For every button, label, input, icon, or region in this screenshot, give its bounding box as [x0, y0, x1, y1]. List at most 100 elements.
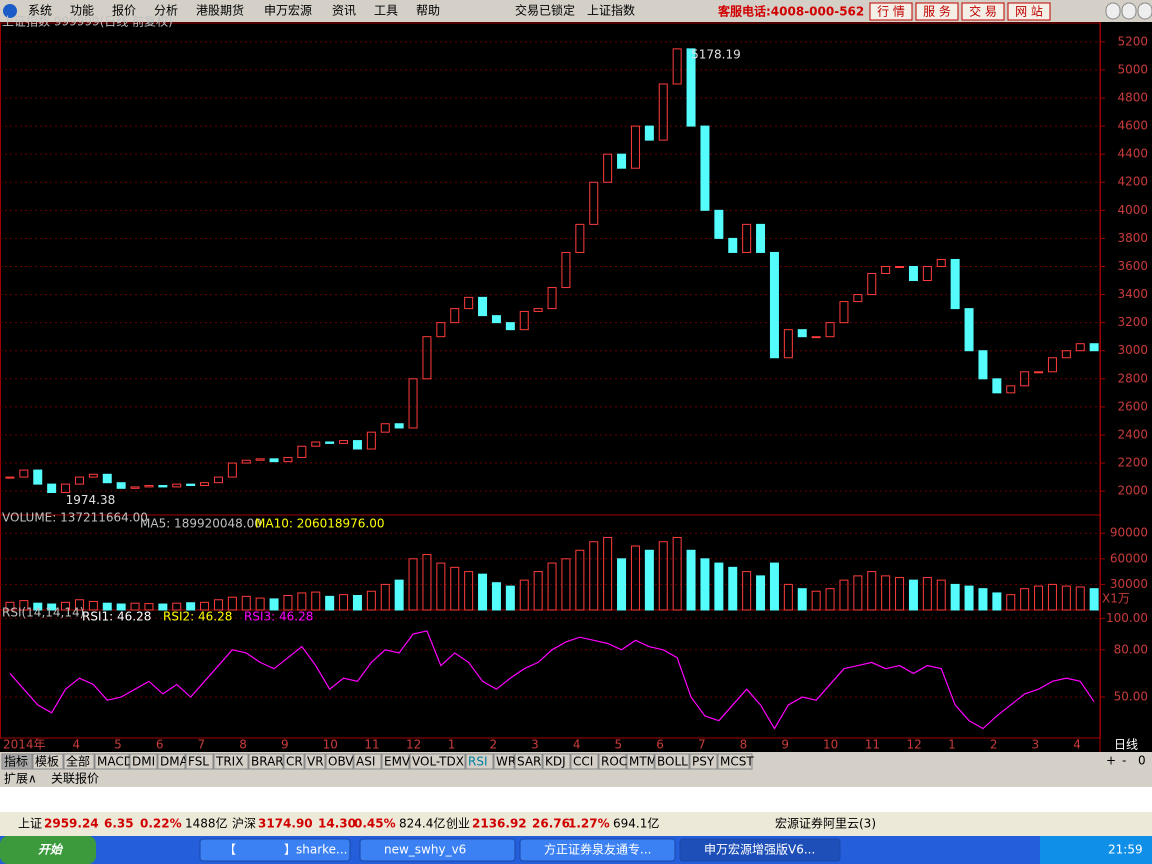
- start-label[interactable]: 开始: [38, 843, 64, 857]
- subtab[interactable]: 关联报价: [51, 771, 99, 786]
- tab[interactable]: [157, 753, 186, 770]
- tab[interactable]: [129, 753, 158, 770]
- tab-label[interactable]: DMA: [160, 755, 189, 769]
- volume-bar: [630, 545, 640, 611]
- tab-label[interactable]: 指标: [4, 754, 28, 769]
- menu-button-label[interactable]: 网 站: [1015, 5, 1043, 19]
- tab-label[interactable]: 模板: [35, 755, 59, 769]
- tab[interactable]: [213, 753, 249, 770]
- status-item: 0.45%: [354, 817, 396, 831]
- menu-button[interactable]: [915, 2, 959, 21]
- menu-button[interactable]: [1007, 2, 1051, 21]
- tab[interactable]: [353, 753, 382, 770]
- tab-label[interactable]: PSY: [692, 755, 715, 769]
- menu-item[interactable]: 港股期货: [196, 3, 244, 18]
- task-button[interactable]: [199, 838, 351, 862]
- tab[interactable]: [689, 753, 718, 770]
- menu-button[interactable]: [961, 2, 1005, 21]
- zoom-button[interactable]: -: [1122, 754, 1126, 768]
- tab[interactable]: [717, 753, 753, 770]
- tab-label[interactable]: SAR: [517, 755, 541, 769]
- tab-label[interactable]: 全部: [66, 754, 90, 769]
- legend-entry: RSI2: 46.28: [163, 610, 232, 624]
- tab-label[interactable]: TRIX: [215, 755, 243, 769]
- window-control[interactable]: [1121, 2, 1137, 20]
- candle: [589, 181, 599, 225]
- volume-bar: [47, 603, 57, 611]
- x-tick-label: 12: [406, 738, 421, 752]
- x-tick-label: 3: [1032, 738, 1040, 752]
- tab-label[interactable]: CCI: [573, 755, 593, 769]
- tab-label[interactable]: DMI: [132, 755, 155, 769]
- tab-label[interactable]: ROC: [601, 755, 627, 769]
- tab-label[interactable]: ASI: [356, 755, 375, 769]
- tab-label[interactable]: VR: [307, 755, 324, 769]
- tab-label[interactable]: MACD: [97, 755, 133, 769]
- subtab[interactable]: 扩展∧: [4, 772, 37, 786]
- tab[interactable]: [63, 753, 95, 770]
- tab-label[interactable]: KDJ: [545, 755, 566, 769]
- menu-item[interactable]: 资讯: [332, 4, 356, 18]
- menu-button[interactable]: [869, 2, 913, 21]
- task-label[interactable]: new_swhy_v6: [384, 843, 466, 857]
- tab-label[interactable]: BOLL: [657, 755, 688, 769]
- tab[interactable]: [465, 753, 494, 770]
- tab[interactable]: [626, 753, 655, 770]
- tab-label[interactable]: MCST: [720, 755, 754, 769]
- window-control[interactable]: [1105, 2, 1121, 20]
- task-button[interactable]: [519, 838, 676, 862]
- menu-item[interactable]: 系统: [28, 4, 52, 18]
- tab-label[interactable]: WR: [496, 755, 516, 769]
- tab-label[interactable]: MTM: [629, 755, 657, 769]
- tab[interactable]: [381, 753, 410, 770]
- tab[interactable]: [654, 753, 690, 770]
- menu-item[interactable]: 工具: [374, 4, 398, 18]
- candle: [213, 476, 223, 484]
- task-button[interactable]: [359, 838, 516, 862]
- tab-label[interactable]: CR: [286, 755, 303, 769]
- tab[interactable]: [283, 753, 305, 770]
- menu-item[interactable]: 帮助: [416, 4, 440, 18]
- task-label[interactable]: 方正证券泉友通专...: [544, 842, 651, 857]
- tab[interactable]: [325, 753, 354, 770]
- zoom-button[interactable]: 0: [1138, 754, 1146, 768]
- tab[interactable]: [409, 753, 466, 770]
- tab-label[interactable]: FSL: [188, 755, 209, 769]
- task-button[interactable]: [679, 838, 841, 862]
- tab-label[interactable]: RSI: [468, 755, 488, 769]
- volume-bar: [1089, 588, 1099, 611]
- tab-label[interactable]: BRAR: [251, 755, 284, 769]
- tab[interactable]: [542, 753, 571, 770]
- task-label[interactable]: 申万宏源增强版V6...: [704, 842, 815, 857]
- status-item: 6.35: [104, 817, 134, 831]
- tab-label[interactable]: OBV: [328, 755, 354, 769]
- x-tick-label: 5: [615, 738, 623, 752]
- tab[interactable]: [570, 753, 599, 770]
- task-label[interactable]: 【 】sharke...: [224, 843, 348, 857]
- tab-label[interactable]: EMV: [384, 755, 411, 769]
- menu-button-label[interactable]: 交 易: [969, 4, 997, 19]
- menu-button-label[interactable]: 行 情: [877, 5, 905, 19]
- tab[interactable]: [514, 753, 543, 770]
- volume-bar: [158, 603, 168, 611]
- volume-bar: [589, 541, 599, 611]
- menu-item[interactable]: 报价: [112, 3, 136, 18]
- tab[interactable]: [304, 753, 326, 770]
- tab[interactable]: [185, 753, 214, 770]
- start-button[interactable]: [0, 836, 96, 864]
- tab[interactable]: [1, 753, 33, 770]
- tab[interactable]: [94, 753, 130, 770]
- zoom-button[interactable]: +: [1106, 754, 1116, 768]
- menu-item[interactable]: 申万宏源: [264, 3, 312, 18]
- window-control[interactable]: [1137, 2, 1152, 20]
- tab-label[interactable]: VOL-TDX: [412, 755, 464, 769]
- tab[interactable]: [32, 753, 64, 770]
- tab[interactable]: [248, 753, 284, 770]
- menu-button-label[interactable]: 服 务: [923, 4, 951, 19]
- menu-item[interactable]: 分析: [154, 4, 178, 18]
- x-tick-label: 2: [990, 738, 998, 752]
- menu-item[interactable]: 功能: [70, 4, 94, 18]
- volume-bar: [380, 583, 390, 611]
- tab[interactable]: [493, 753, 515, 770]
- tab[interactable]: [598, 753, 627, 770]
